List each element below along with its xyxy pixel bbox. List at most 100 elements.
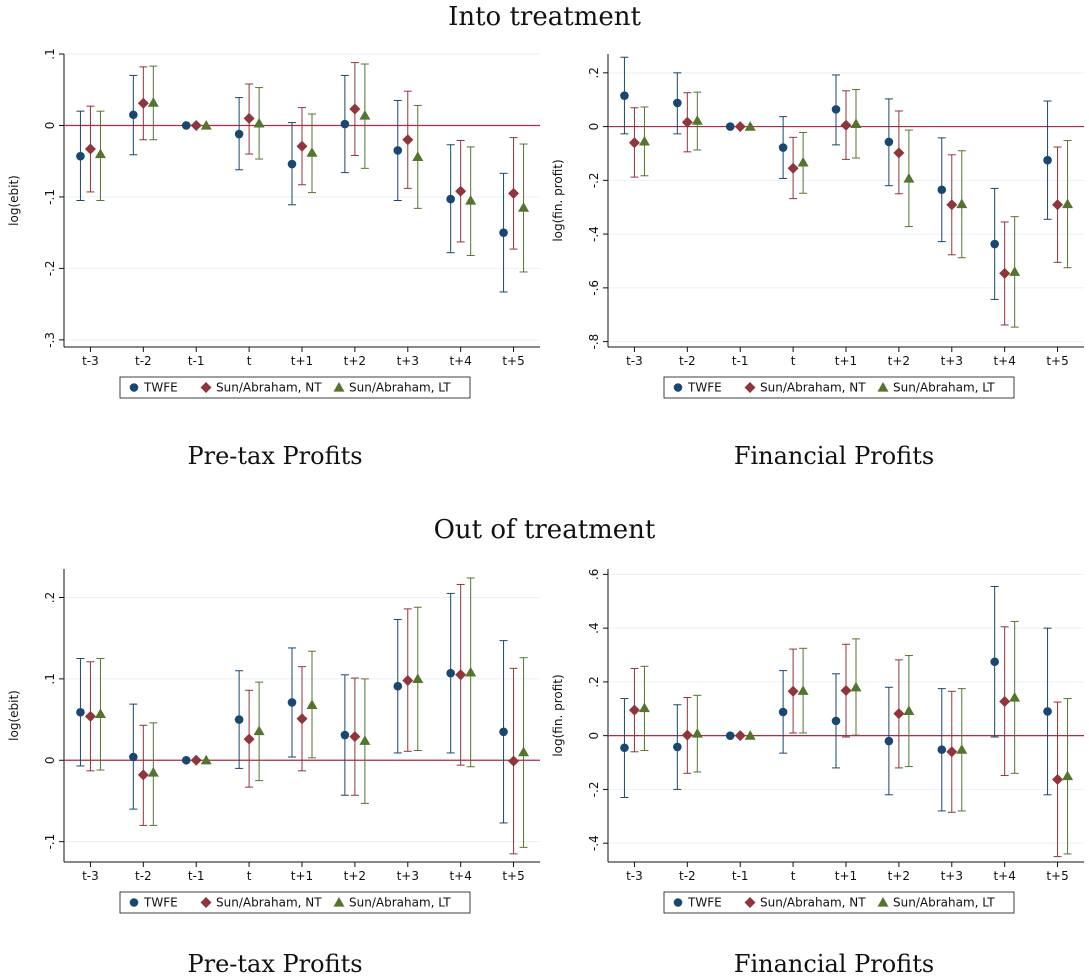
data-point bbox=[850, 118, 862, 129]
legend-marker bbox=[673, 898, 683, 907]
data-point bbox=[956, 744, 968, 754]
caption-financial-out: Financial Profits bbox=[733, 950, 935, 978]
legend-label: Sun/Abraham, NT bbox=[760, 896, 866, 910]
legend-label: Sun/Abraham, LT bbox=[349, 896, 451, 910]
y-tick-label: -.2 bbox=[587, 782, 601, 798]
data-point bbox=[518, 746, 530, 757]
data-point bbox=[1052, 199, 1064, 211]
data-point bbox=[340, 119, 350, 129]
data-point bbox=[956, 198, 968, 209]
data-point bbox=[446, 668, 455, 678]
legend-box bbox=[663, 376, 1015, 399]
y-axis-title: log(ebit) bbox=[7, 175, 21, 226]
x-tick-label: t-2 bbox=[679, 869, 696, 883]
legend-label: Sun/Abraham, NT bbox=[216, 896, 322, 910]
section-title-out: Out of treatment bbox=[433, 515, 656, 545]
x-tick-label: t-2 bbox=[135, 869, 152, 883]
x-tick-label: t-2 bbox=[679, 354, 696, 368]
legend-marker bbox=[129, 898, 139, 907]
x-tick-label: t bbox=[791, 354, 796, 368]
data-point bbox=[797, 685, 809, 695]
data-point bbox=[1062, 198, 1074, 209]
data-point bbox=[1043, 707, 1052, 716]
data-point bbox=[1062, 770, 1074, 781]
legend-marker bbox=[744, 382, 756, 393]
data-point bbox=[903, 705, 915, 716]
data-point bbox=[446, 194, 455, 204]
data-point bbox=[893, 708, 905, 720]
legend-label: Sun/Abraham, LT bbox=[349, 381, 451, 395]
legend-label: TWFE bbox=[143, 381, 178, 395]
data-point bbox=[306, 147, 318, 157]
x-tick-label: t+1 bbox=[835, 869, 857, 883]
data-point bbox=[1052, 773, 1064, 785]
y-tick-label: 0 bbox=[43, 756, 57, 764]
x-tick-label: t-1 bbox=[188, 354, 205, 368]
data-point bbox=[296, 713, 308, 725]
legend-marker bbox=[333, 897, 345, 907]
y-tick-label: .4 bbox=[587, 622, 601, 633]
x-tick-label: t+4 bbox=[993, 354, 1015, 368]
data-point bbox=[673, 742, 682, 752]
data-point bbox=[681, 116, 693, 128]
caption-pretax-into: Pre-tax Profits bbox=[187, 442, 363, 470]
section-title-into: Into treatment bbox=[448, 2, 641, 32]
legend-label: Sun/Abraham, NT bbox=[760, 381, 866, 395]
y-tick-label: 0 bbox=[587, 123, 601, 131]
data-point bbox=[691, 115, 703, 125]
legend-label: TWFE bbox=[687, 381, 722, 395]
data-point bbox=[402, 134, 414, 146]
data-point bbox=[137, 97, 149, 109]
data-point bbox=[725, 731, 735, 740]
y-tick-label: -.2 bbox=[587, 172, 601, 188]
x-tick-label: t+3 bbox=[397, 869, 419, 883]
y-axis-title: log(fin. profit) bbox=[551, 674, 565, 756]
x-tick-label: t+3 bbox=[941, 354, 963, 368]
y-tick-label: .2 bbox=[587, 67, 601, 78]
data-point bbox=[999, 267, 1011, 279]
y-tick-label: -.1 bbox=[43, 834, 57, 850]
data-point bbox=[628, 704, 640, 716]
data-point bbox=[620, 91, 629, 100]
data-point bbox=[306, 699, 318, 710]
x-tick-label: t-3 bbox=[626, 869, 643, 883]
y-tick-label: .2 bbox=[43, 592, 57, 603]
data-point bbox=[990, 239, 999, 249]
y-tick-label: .2 bbox=[587, 676, 601, 687]
caption-financial-into: Financial Profits bbox=[733, 442, 935, 470]
x-tick-label: t-3 bbox=[626, 354, 643, 368]
data-point bbox=[243, 733, 255, 745]
data-point bbox=[200, 119, 212, 130]
y-tick-label: .1 bbox=[43, 673, 57, 684]
x-tick-label: t+3 bbox=[941, 869, 963, 883]
chart-panel-pretax-out: .2 .1 0 -.1 log(ebit) t-3 t-2 t-1 t t+1 t+2 t+3 t+4 t… bbox=[7, 569, 540, 914]
legend: TWFE Sun/Abraham, NT Sun/Abraham, LT bbox=[663, 891, 1015, 914]
y-tick-label: .1 bbox=[43, 48, 57, 59]
x-tick-label: t+1 bbox=[291, 869, 313, 883]
x-tick-label: t+2 bbox=[888, 354, 910, 368]
legend-label: Sun/Abraham, LT bbox=[893, 381, 995, 395]
legend-box bbox=[663, 891, 1015, 914]
data-point bbox=[1009, 691, 1021, 702]
x-tick-label: t-1 bbox=[188, 869, 205, 883]
data-point bbox=[147, 97, 159, 107]
x-tick-label: t+5 bbox=[502, 869, 524, 883]
data-point bbox=[778, 707, 788, 717]
x-tick-label: t-1 bbox=[732, 354, 749, 368]
y-tick-label: -.2 bbox=[43, 260, 57, 276]
data-point bbox=[508, 187, 520, 199]
x-tick-label: t+4 bbox=[449, 354, 471, 368]
legend-marker bbox=[333, 382, 345, 392]
legend-label: Sun/Abraham, LT bbox=[893, 896, 995, 910]
data-point bbox=[147, 766, 159, 777]
y-tick-label: -.1 bbox=[43, 189, 57, 205]
data-point bbox=[840, 685, 852, 697]
y-tick-label: 0 bbox=[43, 122, 57, 130]
x-tick-label: t+3 bbox=[397, 354, 419, 368]
data-point bbox=[84, 143, 96, 155]
data-point bbox=[884, 137, 894, 147]
legend-label: TWFE bbox=[143, 896, 178, 910]
legend-label: Sun/Abraham, NT bbox=[216, 381, 322, 395]
data-point bbox=[253, 725, 265, 736]
data-point bbox=[1043, 155, 1052, 165]
